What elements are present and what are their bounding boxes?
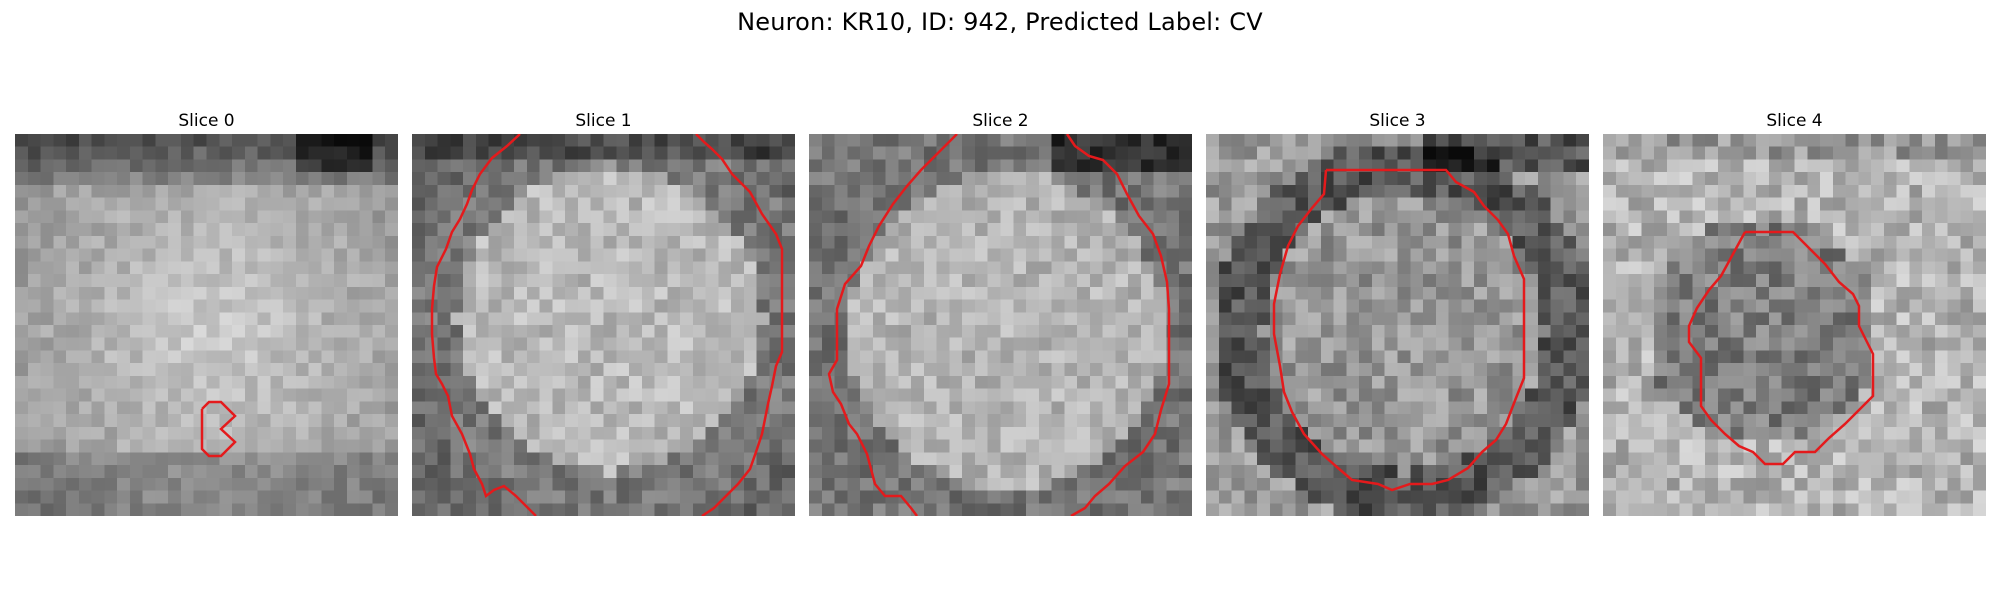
contour-overlay bbox=[1206, 134, 1589, 516]
slice-image-wrapper bbox=[412, 134, 795, 516]
segmentation-contour bbox=[1689, 232, 1873, 464]
slice-panel-3: Slice 3 bbox=[1206, 110, 1589, 134]
slice-title: Slice 3 bbox=[1206, 110, 1589, 134]
slice-panel-1: Slice 1 bbox=[412, 110, 795, 134]
slice-title: Slice 1 bbox=[412, 110, 795, 134]
slice-image-wrapper bbox=[1206, 134, 1589, 516]
segmentation-contour bbox=[432, 134, 536, 516]
segmentation-contour bbox=[829, 134, 957, 516]
slice-panel-2: Slice 2 bbox=[809, 110, 1192, 134]
slice-image-wrapper bbox=[15, 134, 398, 516]
slice-panel-4: Slice 4 bbox=[1603, 110, 1986, 134]
segmentation-contour bbox=[1067, 134, 1169, 516]
segmentation-contour bbox=[202, 402, 235, 456]
contour-overlay bbox=[412, 134, 795, 516]
slice-title: Slice 2 bbox=[809, 110, 1192, 134]
contour-overlay bbox=[809, 134, 1192, 516]
segmentation-contour bbox=[696, 134, 782, 516]
slice-image-wrapper bbox=[809, 134, 1192, 516]
contour-overlay bbox=[15, 134, 398, 516]
slice-panel-0: Slice 0 bbox=[15, 110, 398, 134]
contour-overlay bbox=[1603, 134, 1986, 516]
slice-title: Slice 4 bbox=[1603, 110, 1986, 134]
slice-title: Slice 0 bbox=[15, 110, 398, 134]
slice-image-wrapper bbox=[1603, 134, 1986, 516]
figure-title: Neuron: KR10, ID: 942, Predicted Label: … bbox=[0, 8, 2000, 36]
segmentation-contour bbox=[1274, 170, 1524, 490]
